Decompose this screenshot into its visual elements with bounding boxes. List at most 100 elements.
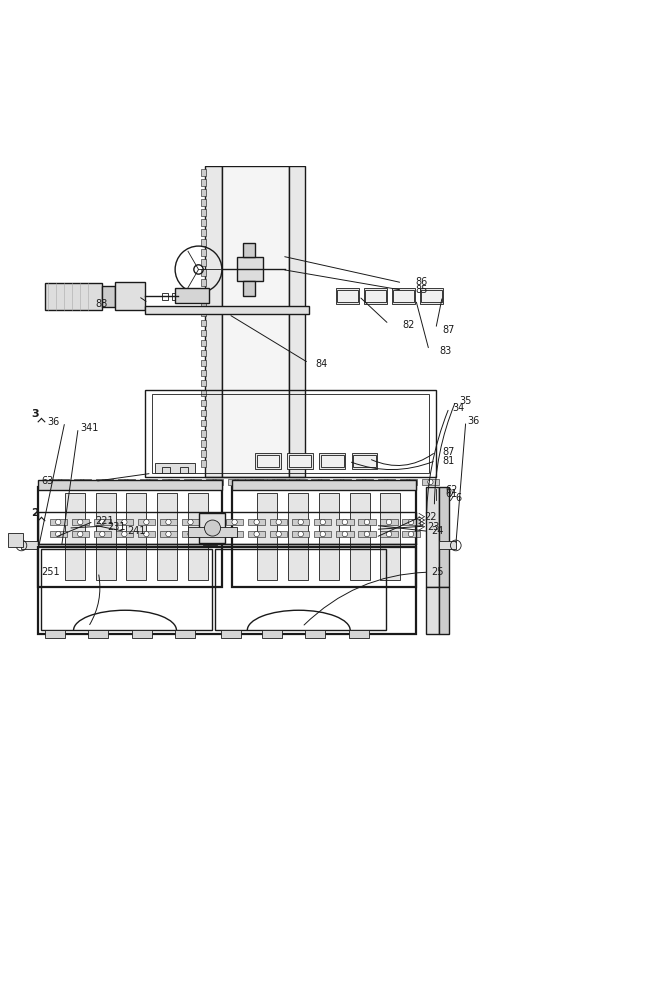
Circle shape [234,479,240,485]
Bar [50,531,67,537]
Bar [255,453,280,469]
Bar [180,467,189,473]
Bar [175,288,209,303]
Circle shape [278,479,283,485]
Bar [421,290,442,302]
Text: 2: 2 [32,508,39,518]
Circle shape [409,531,414,537]
Text: 22: 22 [424,512,437,522]
Bar [439,541,456,549]
Bar [95,479,113,485]
Bar [204,531,221,537]
Bar [215,549,386,630]
Bar [38,480,222,490]
Bar [182,531,199,537]
Bar [267,479,285,485]
Bar [160,519,177,525]
Bar [352,453,377,469]
Bar [289,455,311,467]
Bar [349,630,369,638]
Circle shape [342,519,348,525]
Bar [201,279,206,286]
Circle shape [409,519,414,525]
Bar [93,519,111,525]
Circle shape [144,519,149,525]
Circle shape [386,531,392,537]
Circle shape [99,531,105,537]
Bar [288,493,308,580]
Bar [162,479,179,485]
Circle shape [144,531,149,537]
Text: 63: 63 [42,476,54,486]
Circle shape [364,531,370,537]
Bar [246,479,262,485]
Text: 87: 87 [442,447,455,457]
Bar [72,531,89,537]
Bar [201,370,206,376]
Bar [42,549,212,630]
Text: 84: 84 [315,359,327,369]
Bar [160,531,177,537]
Text: 241: 241 [127,526,146,536]
Bar [162,467,170,473]
Bar [228,479,246,485]
Circle shape [101,479,107,485]
Text: 86: 86 [416,277,428,287]
Bar [188,493,208,580]
Circle shape [342,531,348,537]
Bar [201,460,206,467]
Bar [270,531,287,537]
Circle shape [80,479,85,485]
Bar [175,630,195,638]
Bar [199,513,225,543]
Circle shape [276,531,281,537]
Circle shape [99,519,105,525]
Bar [115,531,133,537]
Bar [201,330,206,336]
Circle shape [276,519,281,525]
Bar [201,450,206,457]
Circle shape [320,531,325,537]
Bar [204,519,221,525]
Bar [336,288,359,304]
Bar [319,493,339,580]
Bar [201,420,206,426]
Circle shape [427,479,433,485]
Bar [201,380,206,386]
Bar [101,286,115,307]
Bar [38,512,416,544]
Text: 23: 23 [427,522,440,532]
Bar [250,479,267,485]
Bar [419,288,443,304]
Circle shape [166,519,171,525]
Circle shape [146,479,151,485]
Bar [72,519,89,525]
Text: 341: 341 [81,423,99,433]
Bar [262,630,282,638]
Text: 82: 82 [403,320,415,330]
Bar [289,479,307,485]
Bar [380,493,401,580]
Bar [155,463,195,473]
Text: 85: 85 [416,285,428,295]
Bar [162,293,168,300]
Bar [65,493,85,580]
Circle shape [295,479,301,485]
Bar [201,430,206,437]
Circle shape [190,479,195,485]
Text: 81: 81 [442,456,455,466]
Text: 36: 36 [47,417,59,427]
Circle shape [210,519,215,525]
Circle shape [254,531,259,537]
Bar [201,189,206,196]
Bar [287,453,313,469]
Bar [292,531,309,537]
Circle shape [298,531,303,537]
Bar [270,519,287,525]
Circle shape [188,519,193,525]
Text: 88: 88 [95,299,107,309]
Bar [201,360,206,366]
Text: 25: 25 [431,567,444,577]
Bar [421,479,439,485]
Bar [248,519,265,525]
